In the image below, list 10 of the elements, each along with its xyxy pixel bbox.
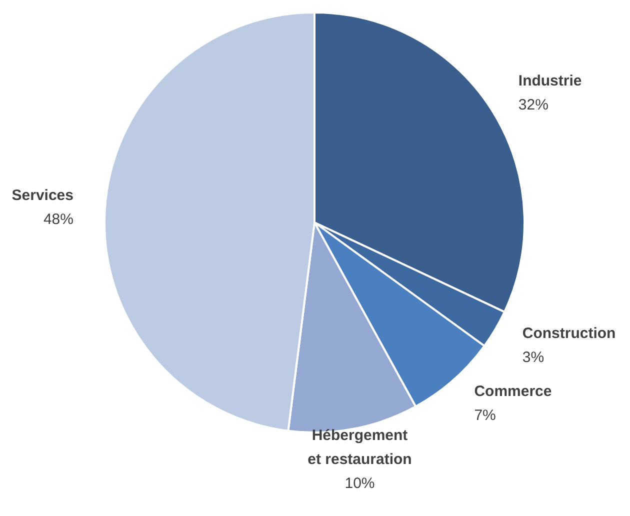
slice-label: Industrie bbox=[518, 72, 582, 90]
slice-label: Hébergement et restauration bbox=[308, 427, 412, 468]
data-label: 10% bbox=[344, 475, 375, 492]
slice-label: Commerce bbox=[474, 383, 552, 400]
slice-label: Construction bbox=[522, 324, 616, 342]
slice-label: Services bbox=[12, 186, 74, 204]
data-label: 7% bbox=[474, 407, 496, 424]
data-label: 48% bbox=[43, 210, 74, 228]
data-label: 32% bbox=[518, 96, 548, 114]
data-label: 3% bbox=[522, 348, 544, 366]
